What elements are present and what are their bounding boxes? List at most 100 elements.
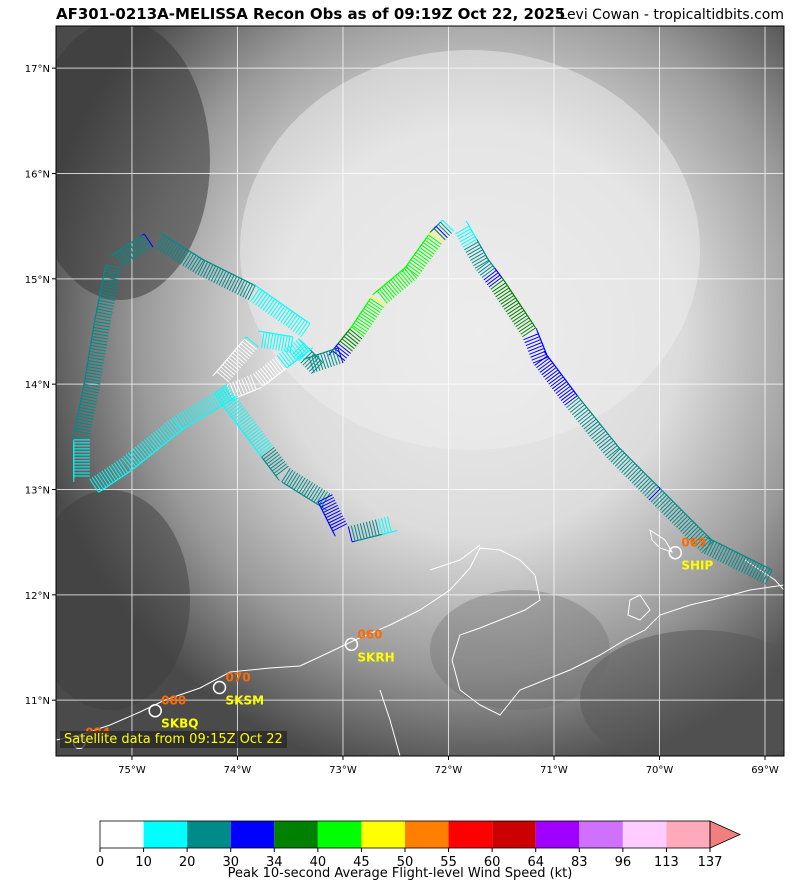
wind-barb	[105, 264, 122, 269]
wind-barb	[492, 282, 506, 293]
chart-title: AF301-0213A-MELISSA Recon Obs as of 09:1…	[56, 5, 566, 23]
wind-barb	[356, 523, 362, 540]
wind-barb	[631, 471, 644, 484]
wind-barb	[376, 290, 388, 304]
wind-barb	[221, 387, 231, 402]
wind-barb	[654, 494, 667, 507]
wind-barb	[724, 550, 734, 565]
wind-barb	[124, 246, 135, 261]
wind-barb	[95, 314, 112, 319]
wind-barb	[269, 360, 281, 374]
wind-barb	[117, 251, 127, 266]
wind-barb	[635, 475, 648, 488]
wind-barb	[234, 350, 248, 362]
wind-barb	[329, 518, 345, 527]
wind-barb	[173, 415, 183, 430]
lat-tick-label: 16°N	[25, 169, 50, 180]
wind-barb	[534, 355, 548, 366]
flight-track	[72, 219, 773, 585]
wind-barb	[101, 285, 118, 290]
wind-barb	[244, 284, 253, 299]
wind-barb-flag	[158, 231, 165, 236]
wind-barb	[323, 352, 330, 369]
colorbar-tick-label: 55	[440, 855, 457, 870]
wind-barb	[426, 237, 440, 248]
wind-barb	[332, 350, 346, 362]
wind-barb	[352, 325, 366, 335]
wind-barb	[94, 475, 104, 490]
wind-barb	[269, 333, 274, 350]
wind-barb	[166, 420, 178, 435]
station-marker	[212, 680, 227, 695]
colorbar-segment	[317, 821, 362, 848]
wind-barb	[512, 312, 526, 323]
wind-barb	[555, 383, 569, 394]
wind-barb	[633, 473, 646, 486]
wind-barb	[568, 399, 582, 411]
wind-barb	[222, 395, 237, 406]
wind-barb	[488, 276, 503, 288]
wind-barb	[292, 318, 303, 332]
wind-barb-flag	[535, 327, 539, 334]
wind-barb	[290, 316, 301, 331]
wind-barb	[310, 361, 323, 374]
wind-barb	[86, 365, 103, 370]
wind-barb	[295, 319, 306, 334]
wind-barb	[89, 478, 100, 493]
wind-barb	[80, 401, 97, 406]
wind-barb	[126, 244, 137, 259]
wind-barb	[746, 560, 755, 576]
wind-barb	[388, 281, 400, 295]
wind-barb	[478, 262, 492, 274]
wind-barb	[162, 424, 174, 438]
wind-barb	[298, 479, 309, 494]
wind-barb	[682, 522, 695, 535]
wind-barb	[690, 530, 703, 543]
wind-barb	[727, 551, 736, 567]
wind-barb	[502, 297, 516, 308]
wind-barb	[394, 275, 406, 289]
wind-barb	[93, 326, 110, 331]
wind-barb	[205, 396, 215, 411]
wind-barb	[98, 302, 114, 307]
colorbar-segment	[361, 821, 405, 848]
lon-tick-label: 71°W	[540, 765, 568, 776]
wind-barb	[91, 338, 108, 343]
station-code: SKRH	[357, 650, 394, 664]
wind-barb	[303, 482, 313, 497]
wind-barb	[127, 452, 139, 466]
wind-barb	[686, 526, 699, 539]
satellite-image	[56, 26, 784, 756]
wind-barb	[270, 302, 281, 316]
wind-barb	[569, 402, 584, 413]
wind-barb	[328, 350, 335, 367]
wind-barb	[186, 407, 197, 422]
wind-barb	[267, 362, 278, 376]
wind-barb	[379, 288, 391, 302]
wind-barb	[99, 293, 116, 299]
wind-barb	[139, 442, 151, 457]
wind-barb	[121, 457, 132, 471]
wind-barb-flag	[307, 347, 314, 352]
lat-tick-label: 14°N	[25, 380, 50, 391]
wind-barb-flag	[109, 252, 116, 258]
wind-barb	[608, 448, 621, 461]
wind-barb	[78, 409, 95, 414]
wind-barb	[295, 340, 307, 354]
wind-barb	[215, 269, 224, 285]
wind-barb-flag	[372, 290, 378, 296]
wind-barb	[764, 569, 773, 585]
wind-barb	[587, 423, 601, 435]
station-code: SHIP	[681, 559, 713, 573]
wind-barb	[437, 223, 450, 236]
wind-barb	[111, 464, 121, 478]
wind-barb	[226, 359, 240, 371]
wind-barb	[612, 452, 625, 465]
lat-tick-label: 11°N	[25, 696, 50, 707]
wind-barb	[266, 332, 271, 349]
wind-barb	[137, 444, 148, 458]
wind-barb	[281, 335, 285, 352]
wind-barb	[96, 473, 107, 488]
wind-barb	[82, 392, 99, 397]
wind-barb	[530, 350, 546, 358]
